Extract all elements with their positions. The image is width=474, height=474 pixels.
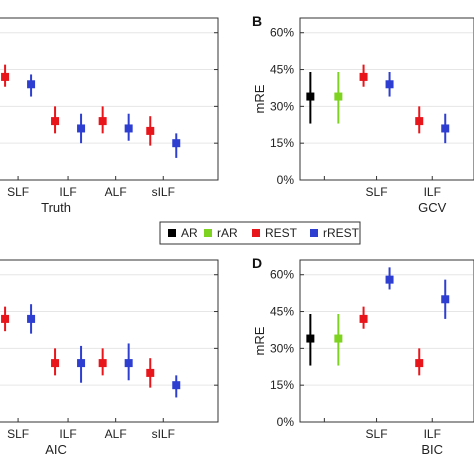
data-point-ar [306, 92, 315, 101]
data-point-rrest [77, 359, 86, 368]
x-axis-title: BIC [421, 442, 443, 457]
y-tick-label: 30% [270, 341, 294, 355]
y-tick-label: 15% [270, 136, 294, 150]
legend: AR rAR REST rREST [159, 221, 361, 245]
plot-frame [299, 259, 474, 423]
y-axis-title: mRE [252, 326, 267, 355]
data-point-rest [146, 368, 155, 377]
y-tick-label: 15% [270, 378, 294, 392]
data-point-rest [51, 359, 60, 368]
x-tick-label: ALF [105, 185, 127, 199]
y-tick-label: 0% [277, 173, 295, 187]
x-tick-label: sILF [152, 185, 175, 199]
y-tick-label: 0% [277, 415, 295, 429]
data-point-rrest [441, 124, 450, 133]
data-point-rrest [77, 124, 86, 133]
y-tick-label: 30% [270, 99, 294, 113]
data-point-rrest [385, 275, 394, 284]
x-tick-label: ILF [424, 427, 441, 441]
data-point-rest [98, 359, 107, 368]
legend-swatch-ar [168, 229, 176, 237]
x-tick-label: ILF [59, 185, 76, 199]
x-tick-label: SLF [7, 427, 29, 441]
data-point-rrest [27, 80, 36, 89]
plot-frame [0, 259, 219, 423]
x-tick-label: SLF [7, 185, 29, 199]
x-tick-label: ILF [59, 427, 76, 441]
x-axis-title: AIC [45, 442, 67, 457]
data-point-rar [334, 334, 343, 343]
panel-a: SLF ILF ALF sILF Truth [0, 17, 219, 215]
data-point-rrest [441, 295, 450, 304]
plot-frame [0, 17, 219, 181]
data-point-rest [415, 359, 424, 368]
x-tick-label: ILF [424, 185, 441, 199]
y-tick-label: 45% [270, 305, 294, 319]
data-point-rest [98, 117, 107, 126]
y-tick-label: 60% [270, 26, 294, 40]
data-point-rrest [385, 80, 394, 89]
legend-label-rrest: rREST [323, 226, 360, 240]
data-point-rest [1, 314, 10, 323]
panel-letter: D [252, 255, 262, 271]
data-point-rar [334, 92, 343, 101]
panel-letter: B [252, 13, 262, 29]
legend-label-rest: REST [265, 226, 298, 240]
data-point-rest [146, 126, 155, 135]
legend-swatch-rrest [310, 229, 318, 237]
data-point-rrest [124, 124, 133, 133]
x-axis-title: Truth [41, 200, 71, 215]
data-point-rest [415, 117, 424, 126]
x-tick-label: SLF [366, 427, 388, 441]
x-axis-title: GCV [418, 200, 447, 215]
y-tick-label: 45% [270, 63, 294, 77]
data-point-rest [1, 72, 10, 81]
data-point-rrest [172, 139, 181, 148]
y-axis-title: mRE [252, 84, 267, 113]
panel-c: SLF ILF ALF sILF AIC [0, 259, 219, 457]
data-point-rrest [27, 314, 36, 323]
x-tick-label: ALF [105, 427, 127, 441]
data-point-rest [359, 314, 368, 323]
data-point-rrest [172, 381, 181, 390]
data-point-rest [359, 72, 368, 81]
x-tick-label: SLF [366, 185, 388, 199]
data-point-rrest [124, 359, 133, 368]
data-point-ar [306, 334, 315, 343]
legend-swatch-rar [204, 229, 212, 237]
x-tick-label: sILF [152, 427, 175, 441]
plot-frame [299, 17, 474, 181]
legend-label-rar: rAR [217, 226, 238, 240]
y-tick-label: 60% [270, 268, 294, 282]
data-point-rest [51, 117, 60, 126]
legend-swatch-rest [252, 229, 260, 237]
legend-label-ar: AR [181, 226, 198, 240]
